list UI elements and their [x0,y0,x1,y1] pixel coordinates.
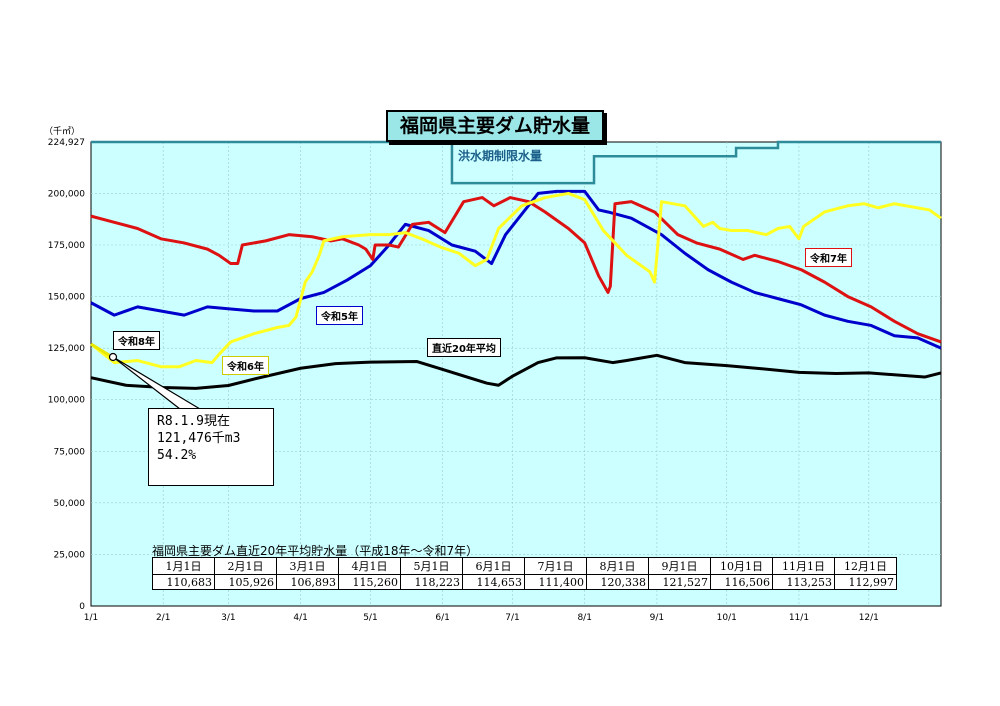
y-tick-label: 50,000 [54,499,86,509]
x-tick-label: 3/1 [221,613,235,623]
table-value-cell: 116,506 [710,574,773,590]
table-header-cell: 11月1日 [772,557,835,575]
average-table: 1月1日 2月1日 3月1日 4月1日 5月1日 6月1日 7月1日 8月1日 9月1日 10月1… [152,557,897,590]
legend-label-r5: 令和5年 [316,306,363,325]
table-value-cell: 105,926 [214,574,277,590]
series-line-令和8年 [90,342,111,357]
flood-limit-line [91,140,941,185]
legend-label-r8: 令和8年 [113,331,160,350]
table-value-cell: 115,260 [338,574,401,590]
table-header-cell: 7月1日 [524,557,587,575]
chart-title: 福岡県主要ダム貯水量 [386,110,604,142]
table-header-row: 1月1日 2月1日 3月1日 4月1日 5月1日 6月1日 7月1日 8月1日 9月1日 10月1… [152,557,897,575]
table-header-cell: 8月1日 [586,557,649,575]
callout-line-percent: 54.2% [157,448,197,463]
table-header-cell: 5月1日 [400,557,463,575]
table-header-cell: 1月1日 [152,557,215,575]
x-tick-label: 7/1 [505,613,519,623]
y-tick-label: 125,000 [48,344,85,354]
x-tick-label: 4/1 [293,613,307,623]
table-value-cell: 111,400 [524,574,587,590]
x-tick-label: 2/1 [156,613,170,623]
x-tick-label: 5/1 [363,613,377,623]
table-header-cell: 2月1日 [214,557,277,575]
current-point-marker [108,352,118,362]
table-value-cell: 106,893 [276,574,339,590]
table-value-row: 110,683 105,926 106,893 115,260 118,223 114,6… [152,574,897,590]
x-tick-label: 12/1 [859,613,879,623]
table-value-cell: 113,253 [772,574,835,590]
x-tick-label: 10/1 [717,613,737,623]
legend-label-r6: 令和6年 [222,356,269,375]
table-header-cell: 9月1日 [648,557,711,575]
table-title: 福岡県主要ダム直近20年平均貯水量（平成18年～令和7年） [152,544,479,558]
table-header-cell: 6月1日 [462,557,525,575]
flood-limit-label: 洪水期制限水量 [458,149,543,163]
x-tick-label: 8/1 [577,613,591,623]
table-header-cell: 3月1日 [276,557,339,575]
y-tick-label: 175,000 [48,241,85,251]
current-value-callout: R8.1.9現在 121,476千m3 54.2% [148,408,274,486]
callout-line-volume: 121,476千m3 [157,431,241,446]
x-tick-label: 9/1 [650,613,664,623]
series-lines [90,140,942,390]
table-value-cell: 114,653 [462,574,525,590]
y-axis-unit: （千㎥） [44,127,81,137]
y-axis: 0 25,000 50,000 75,000 100,000 125,000 150,000… [48,138,85,612]
y-tick-label: 150,000 [48,293,85,303]
x-axis: 1/1 2/1 3/1 4/1 5/1 6/1 7/1 8/1 9/1 10/1 11/1 12/1 [84,613,879,623]
y-tick-label: 100,000 [48,396,85,406]
table-header-cell: 12月1日 [834,557,897,575]
x-tick-label: 11/1 [789,613,809,623]
callout-line-date: R8.1.9現在 [157,414,230,429]
x-tick-label: 6/1 [435,613,449,623]
legend-label-r7: 令和7年 [805,248,852,267]
y-tick-label: 75,000 [54,447,86,457]
table-header-cell: 4月1日 [338,557,401,575]
series-line-令和5年 [90,189,942,350]
table-value-cell: 110,683 [152,574,215,590]
series-line-令和6年 [90,191,942,369]
x-tick-label: 1/1 [84,613,98,623]
y-tick-label: 200,000 [48,189,85,199]
y-tick-label: 25,000 [54,550,86,560]
series-line-直近20年平均 [90,353,942,390]
series-line-令和7年 [90,196,942,344]
table-value-cell: 121,527 [648,574,711,590]
y-tick-label: 0 [79,602,85,612]
table-value-cell: 118,223 [400,574,463,590]
y-tick-label: 224,927 [48,138,85,148]
legend-label-avg: 直近20年平均 [427,338,501,357]
table-header-cell: 10月1日 [710,557,773,575]
table-value-cell: 112,997 [834,574,897,590]
table-value-cell: 120,338 [586,574,649,590]
